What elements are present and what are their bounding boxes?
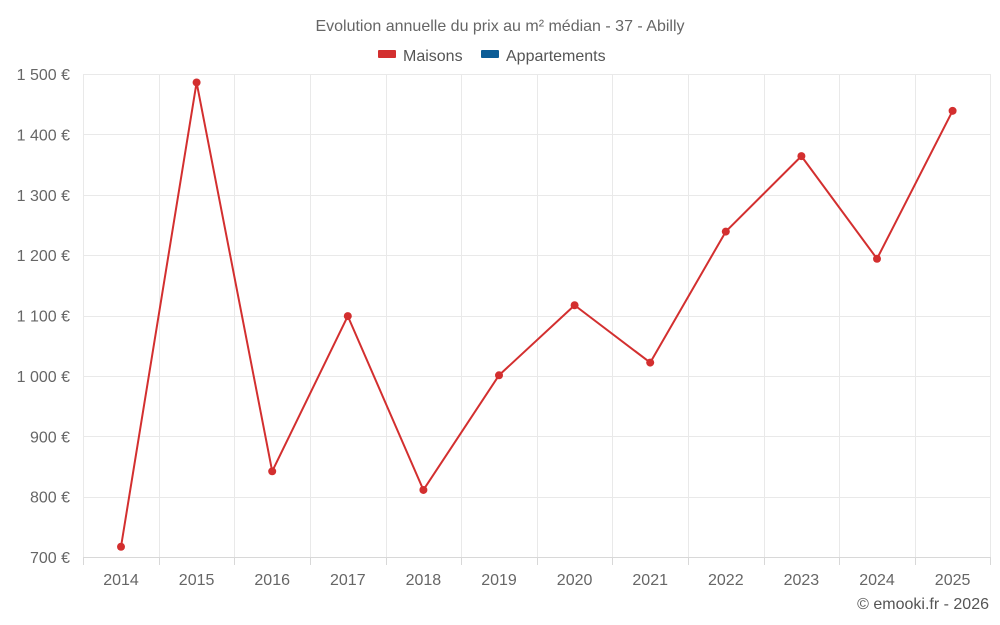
y-axis: 700 € 800 € 900 € 1 000 € 1 100 € 1 200 € 1 30…: [17, 67, 70, 567]
series-line-maisons: [120, 81, 954, 548]
x-tick-label: 2019: [481, 572, 517, 589]
data-point-maisons-2018[interactable]: [419, 485, 428, 494]
y-tick-label: 1 000 €: [17, 369, 70, 386]
y-tick-label: 1 400 €: [17, 127, 70, 144]
x-tick-label: 2014: [103, 572, 139, 589]
legend-item-appartements[interactable]: Appartements: [481, 48, 606, 65]
chart-title: Evolution annuelle du prix au m² médian …: [315, 18, 684, 35]
x-tick-label: 2020: [557, 572, 593, 589]
data-point-maisons-2022[interactable]: [721, 227, 730, 236]
y-tick-label: 800 €: [30, 490, 70, 507]
x-tick-label: 2022: [708, 572, 744, 589]
legend-label-appartements[interactable]: Appartements: [506, 48, 606, 65]
x-tick-label: 2021: [632, 572, 668, 589]
data-point-maisons-2016[interactable]: [268, 467, 277, 476]
legend-label-maisons[interactable]: Maisons: [403, 48, 463, 65]
plot-area: 700 € 800 € 900 € 1 000 € 1 100 € 1 200 € 1 30…: [17, 67, 991, 589]
credits-text[interactable]: © emooki.fr - 2026: [857, 596, 989, 613]
x-tick-label: 2023: [784, 572, 820, 589]
data-point-maisons-2015[interactable]: [192, 78, 201, 87]
x-tick-label: 2017: [330, 572, 366, 589]
data-point-maisons-2017[interactable]: [343, 312, 352, 321]
series-maisons: [117, 78, 957, 551]
legend-swatch-maisons: [378, 50, 396, 58]
x-tick-label: 2015: [179, 572, 215, 589]
legend[interactable]: Maisons Appartements: [378, 48, 606, 65]
y-tick-label: 700 €: [30, 550, 70, 567]
data-point-maisons-2014[interactable]: [117, 542, 125, 551]
y-tick-label: 1 300 €: [17, 188, 70, 205]
x-tick-label: 2025: [935, 572, 971, 589]
data-point-maisons-2025[interactable]: [948, 106, 957, 115]
data-point-maisons-2019[interactable]: [495, 371, 503, 380]
legend-swatch-appartements: [481, 50, 499, 58]
x-tick-label: 2016: [254, 572, 290, 589]
y-tick-label: 1 500 €: [17, 67, 70, 84]
data-point-maisons-2024[interactable]: [873, 254, 881, 263]
data-point-maisons-2020[interactable]: [570, 301, 579, 310]
y-tick-label: 1 200 €: [17, 248, 70, 265]
x-tick-label: 2018: [406, 572, 442, 589]
y-tick-label: 1 100 €: [17, 309, 70, 326]
data-point-maisons-2023[interactable]: [797, 152, 806, 161]
x-tick-label: 2024: [859, 572, 895, 589]
y-tick-label: 900 €: [30, 429, 70, 446]
data-point-maisons-2021[interactable]: [646, 358, 655, 367]
grid: [83, 74, 991, 558]
x-axis: 2014 2015 2016 2017 2018 2019 2020 2021 2022 2023…: [83, 557, 991, 589]
legend-item-maisons[interactable]: Maisons: [378, 48, 463, 65]
